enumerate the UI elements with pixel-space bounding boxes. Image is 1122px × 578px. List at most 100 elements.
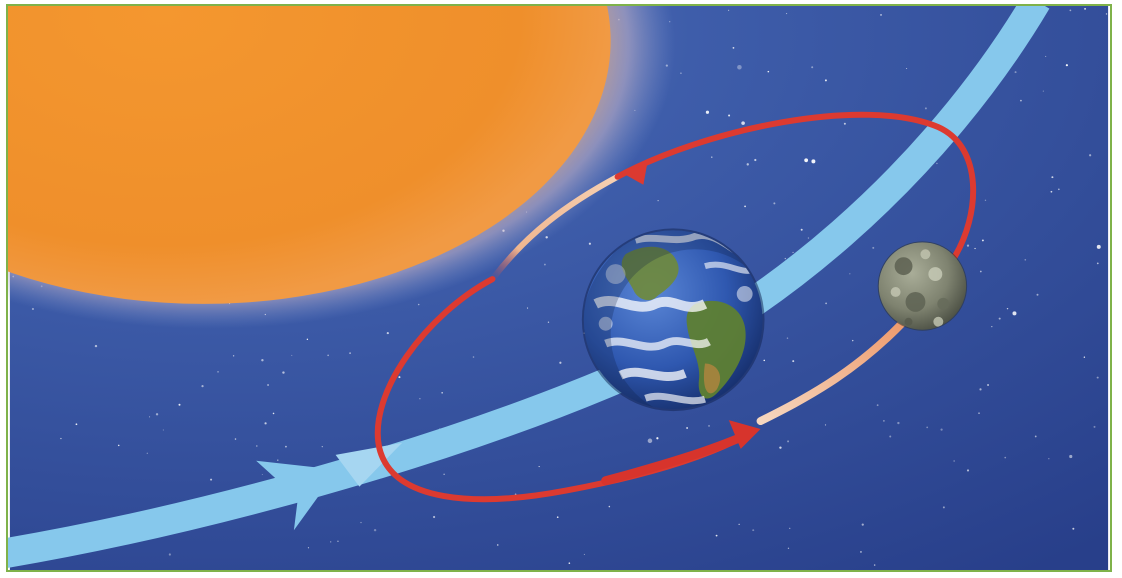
star — [75, 423, 78, 426]
star — [349, 352, 351, 355]
star — [728, 9, 730, 11]
star — [544, 263, 546, 266]
star — [117, 444, 120, 447]
star — [386, 331, 389, 335]
star — [1020, 99, 1022, 102]
star — [149, 416, 151, 418]
star — [321, 446, 323, 448]
star — [443, 473, 445, 475]
star — [763, 359, 766, 362]
star — [849, 273, 851, 275]
star — [526, 307, 529, 309]
star — [1036, 293, 1039, 296]
star — [852, 339, 854, 342]
star — [647, 438, 653, 444]
star — [162, 429, 164, 431]
star — [277, 459, 279, 461]
star — [711, 156, 713, 158]
star — [942, 506, 945, 509]
star — [984, 199, 987, 202]
star — [1084, 7, 1086, 10]
star — [1051, 176, 1054, 179]
star — [307, 547, 310, 549]
star — [327, 354, 329, 357]
moon — [877, 241, 968, 331]
star — [168, 553, 171, 556]
star — [337, 540, 339, 542]
star — [708, 424, 711, 427]
star — [825, 302, 827, 305]
star — [1089, 154, 1092, 157]
star — [754, 158, 757, 162]
star — [178, 403, 181, 406]
earth-orbit-path — [8, 6, 1050, 568]
star — [282, 371, 285, 374]
star — [538, 465, 540, 468]
diagram-frame — [6, 4, 1112, 572]
star — [568, 562, 571, 564]
star — [883, 419, 885, 422]
star — [728, 114, 731, 117]
star — [1014, 71, 1017, 74]
star — [924, 107, 927, 110]
star — [472, 356, 475, 358]
star — [514, 493, 517, 496]
star — [217, 371, 219, 373]
star — [991, 326, 993, 328]
star — [785, 12, 788, 15]
star — [843, 122, 846, 125]
star — [953, 460, 955, 462]
star — [559, 361, 562, 364]
star — [1096, 376, 1099, 379]
star — [860, 551, 862, 553]
star — [861, 523, 864, 526]
star — [1034, 435, 1037, 438]
earth — [581, 228, 765, 412]
star — [419, 398, 421, 400]
star — [792, 251, 794, 253]
star — [261, 473, 263, 475]
star — [779, 446, 782, 449]
star — [1042, 90, 1044, 92]
star — [1004, 456, 1007, 459]
star — [824, 424, 827, 426]
moon-orbit-path — [374, 111, 977, 503]
star — [441, 392, 443, 394]
star — [1096, 244, 1101, 249]
moon-orbit-arrowhead — [728, 420, 761, 449]
star — [987, 384, 990, 387]
star — [1072, 527, 1075, 530]
star — [767, 70, 770, 73]
star — [807, 237, 810, 239]
star — [31, 307, 35, 311]
star — [210, 478, 213, 481]
star — [234, 438, 237, 440]
star — [232, 355, 235, 357]
star — [155, 413, 159, 416]
star — [1065, 64, 1068, 67]
star — [656, 437, 659, 440]
star — [261, 358, 264, 362]
star — [1069, 454, 1073, 459]
sun — [8, 6, 676, 329]
star — [201, 385, 204, 388]
star — [1048, 458, 1050, 460]
star — [966, 244, 970, 247]
star — [936, 162, 938, 165]
star — [1045, 55, 1047, 58]
star — [583, 553, 586, 556]
star — [1006, 307, 1009, 310]
star — [1058, 188, 1060, 191]
star — [876, 404, 879, 407]
star — [889, 435, 892, 438]
star — [398, 376, 401, 379]
star — [789, 527, 791, 529]
star — [1024, 259, 1027, 261]
star — [588, 242, 591, 245]
star — [744, 205, 746, 208]
star — [715, 534, 718, 537]
star — [737, 64, 742, 70]
star — [272, 412, 275, 415]
star — [1093, 425, 1096, 428]
star — [872, 246, 875, 249]
